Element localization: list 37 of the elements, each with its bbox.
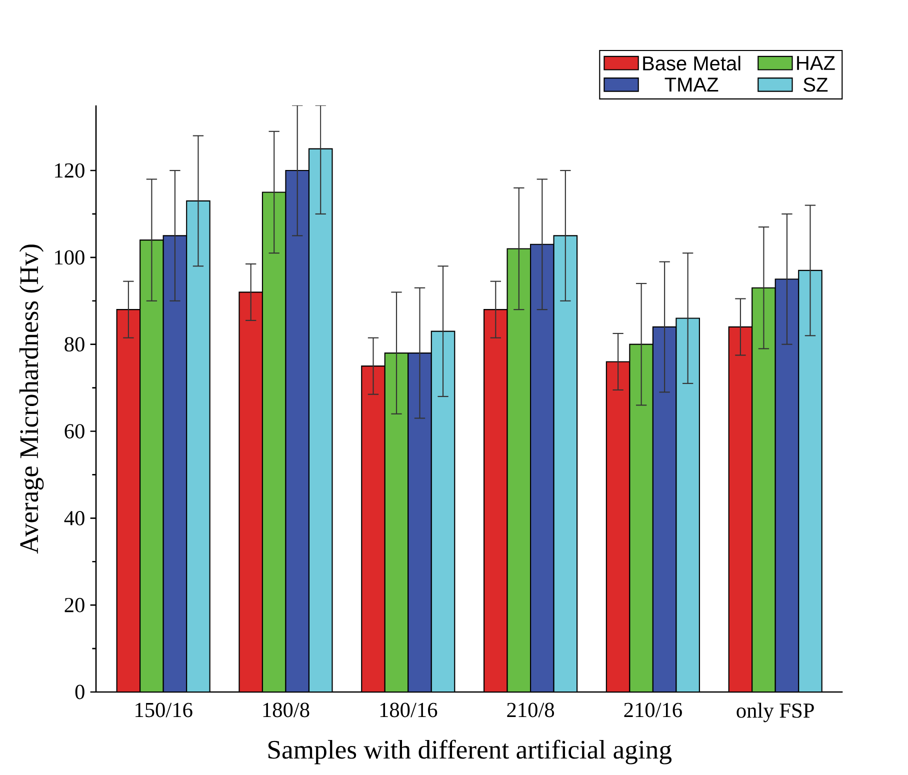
y-tick-label: 60 — [64, 424, 84, 439]
y-tick-label: 40 — [64, 511, 84, 526]
bar — [774, 278, 800, 692]
bar — [530, 244, 554, 692]
y-tick-label: 120 — [55, 163, 84, 178]
legend-label: HAZ — [797, 56, 835, 70]
bar — [361, 366, 386, 692]
y-tick-label: 100 — [55, 250, 84, 265]
bar — [652, 326, 677, 692]
bar — [676, 318, 700, 692]
x-tick-label: 180/8 — [263, 702, 310, 718]
bar — [606, 361, 630, 692]
y-axis-title: Average Microhardness (Hv) — [19, 244, 44, 554]
bar — [186, 200, 210, 692]
y-tick-label: 80 — [64, 337, 84, 352]
x-tick-label: only FSP — [736, 702, 814, 722]
bar — [308, 148, 333, 692]
bar — [430, 330, 456, 692]
bar — [238, 292, 264, 692]
legend-label: TMAZ — [664, 78, 718, 92]
legend-label: SZ — [804, 78, 828, 92]
bar — [483, 309, 508, 692]
x-tick-label: 180/16 — [380, 702, 438, 718]
x-tick-label: 210/16 — [624, 702, 682, 718]
legend-label: Base Metal — [643, 56, 740, 71]
bar — [408, 352, 432, 692]
y-tick-label: 20 — [64, 598, 84, 612]
x-tick-label: 210/8 — [507, 702, 554, 718]
bar — [798, 270, 822, 692]
x-axis-title: Samples with different artificial aging — [268, 740, 672, 764]
bar — [553, 235, 578, 692]
y-tick-label: 0 — [75, 684, 84, 700]
bar — [162, 235, 188, 692]
bar — [116, 309, 141, 692]
bar — [728, 326, 753, 692]
bar — [285, 170, 310, 692]
x-tick-label: 150/16 — [136, 702, 192, 718]
